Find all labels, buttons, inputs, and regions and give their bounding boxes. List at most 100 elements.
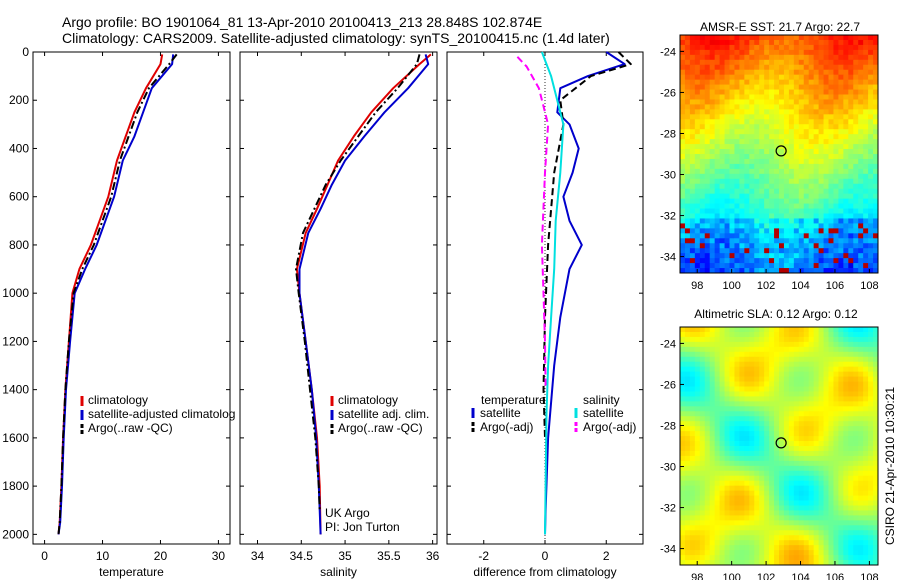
sst_map-cell [749, 59, 755, 66]
sla_map-cell [764, 371, 770, 377]
sla_map-cell [709, 421, 716, 427]
sst_map-cell [769, 139, 775, 145]
sla_map-cell [803, 366, 810, 373]
sst_map-cell [749, 228, 755, 234]
sla_map-cell [694, 391, 701, 397]
sla_map-cell [759, 545, 765, 551]
sla_map-cell [873, 441, 878, 447]
sla_map-cell [818, 341, 824, 348]
salinity-xtick-label: 36 [426, 549, 440, 563]
sst_map-cell [853, 139, 859, 145]
sst_map-cell [684, 213, 691, 219]
sst_map-cell [744, 203, 750, 209]
sla_map-cell [739, 510, 745, 516]
sst_map-cell [724, 178, 730, 185]
sst_map-cell [709, 54, 716, 61]
sla_map-panel [679, 326, 879, 566]
sst_map-cell [719, 263, 725, 269]
sla_map-cell [734, 416, 740, 422]
sla_map-cell [754, 535, 760, 541]
sst_map-cell [788, 233, 795, 239]
sla_map-field [680, 327, 878, 565]
sla_map-cell [754, 411, 760, 417]
sst_map-cell [783, 213, 790, 219]
sst_map-cell [818, 64, 824, 71]
sla_map-cell [739, 366, 745, 373]
sst_map-cell [843, 74, 849, 81]
sla_map-cell [779, 530, 785, 536]
sla_map-cell [709, 545, 716, 551]
sla_map-cell [818, 426, 824, 432]
sst_map-cell [838, 114, 844, 120]
sla_map-cell [863, 550, 869, 556]
sla_map-cell [813, 475, 819, 482]
sla_map-cell [734, 346, 740, 353]
sst_map-cell [823, 173, 829, 180]
sst_map-cell [739, 213, 745, 219]
sst_map-cell [709, 213, 716, 219]
sla_map-cell [734, 465, 740, 472]
sla_map-cell [680, 391, 686, 397]
sst_map-cell [709, 99, 716, 105]
sst_map-cell [709, 263, 716, 269]
sst_map-cell [843, 134, 849, 140]
sla_map-cell [803, 465, 810, 472]
sst_map-cell [783, 238, 790, 244]
sla_map-cell [759, 416, 765, 422]
sla_map-cell [749, 376, 755, 382]
sla_map-cell [709, 520, 716, 526]
sst_map-cell [828, 124, 834, 130]
sst_map-cell [764, 59, 770, 66]
sla_map-cell [739, 336, 745, 343]
sla_map-cell [680, 366, 686, 373]
sst_map-cell [680, 39, 686, 46]
sla_map-cell [833, 500, 839, 506]
sst_map-cell [749, 218, 755, 224]
sla_map-cell [749, 510, 755, 516]
sla_map-cell [694, 431, 701, 437]
sla_map-cell [818, 465, 824, 472]
sst_map-cell [803, 89, 810, 95]
sst_map-cell [808, 94, 815, 100]
sla_map-cell [699, 500, 706, 506]
sst_map-cell [694, 94, 701, 100]
sla_map-cell [788, 327, 795, 333]
sla_map-cell [734, 495, 740, 501]
sst_map-cell [699, 124, 706, 130]
sla_map-cell [689, 510, 696, 516]
sst_map-cell [714, 213, 720, 219]
sst_map-cell [684, 263, 691, 269]
sst_map-cell [729, 79, 735, 85]
sla_map-cell [779, 391, 785, 397]
sst_map-cell [749, 64, 755, 71]
sst_map-cell [873, 243, 878, 249]
sla_map-cell [759, 560, 765, 565]
sla_map-cell [803, 480, 810, 487]
sst_map-cell [734, 243, 740, 249]
sst_map-cell [749, 69, 755, 76]
sst_map-cell [779, 124, 785, 130]
sla_map-cell [828, 490, 834, 496]
sst_map-cell [759, 134, 765, 140]
sla_map-cell [680, 376, 686, 382]
sst_map-cell [779, 139, 785, 145]
sst_map-cell [744, 84, 750, 90]
sla_map-cell [769, 396, 775, 402]
sla_map-cell [769, 341, 775, 348]
sla_map-cell [828, 421, 834, 427]
sla_map-cell [803, 406, 810, 412]
sla_map-cell [788, 356, 795, 363]
sla_map-cell [848, 366, 854, 373]
sst_map-cell [833, 144, 839, 150]
sst_map-cell [719, 258, 725, 264]
sst_map-cell [714, 99, 720, 105]
sst_map-cell [764, 69, 770, 76]
sst_map-cell [724, 35, 730, 41]
sla_map-cell [684, 525, 691, 531]
sst_map-cell [793, 94, 800, 100]
sla_map-cell [868, 381, 874, 387]
sst_map-cell [719, 35, 725, 41]
sst_map-cell [853, 198, 859, 204]
sst_map-cell [709, 119, 716, 125]
sla_map-cell [813, 436, 819, 442]
